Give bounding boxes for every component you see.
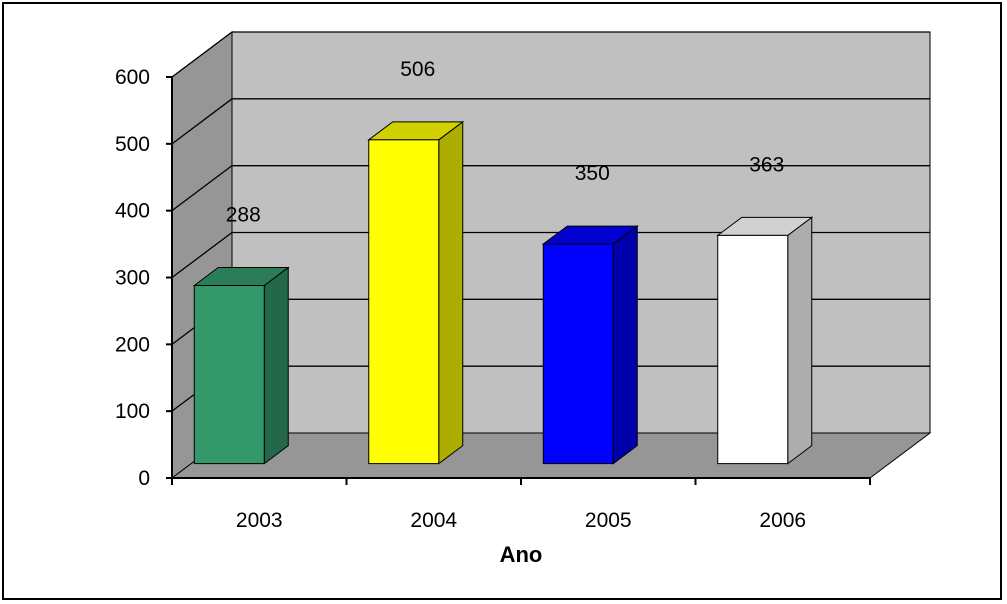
y-tick-label-300: 300 (115, 267, 150, 290)
bar-2006 (717, 234, 789, 465)
bar-2003 (193, 285, 265, 465)
y-tick-label-0: 0 (138, 467, 150, 490)
x-tick-label-2005: 2005 (585, 509, 632, 532)
data-label-2003: 288 (226, 204, 261, 227)
gridline-400 (171, 165, 930, 212)
gridline-500 (171, 98, 930, 145)
data-label-2004: 506 (400, 58, 435, 81)
x-axis-title: Ano (500, 542, 543, 567)
bar-side-2003 (263, 266, 289, 465)
data-label-2006: 363 (749, 153, 784, 176)
y-tick-label-100: 100 (115, 400, 150, 423)
bar-2005 (542, 243, 614, 465)
y-tick-label-500: 500 (115, 133, 150, 156)
x-tick-label-2003: 2003 (236, 509, 283, 532)
x-tick-label-2004: 2004 (410, 509, 457, 532)
gridline-600 (171, 31, 930, 78)
y-tick-label-600: 600 (115, 66, 150, 89)
bar-side-2004 (438, 120, 464, 465)
bar-side-2006 (787, 216, 813, 465)
gridline-300 (171, 231, 930, 279)
bar-2004 (368, 139, 440, 465)
data-label-2005: 350 (575, 162, 610, 185)
bar-side-2005 (612, 225, 638, 465)
y-tick-label-400: 400 (115, 200, 150, 223)
y-tick-label-200: 200 (115, 333, 150, 356)
x-tick-label-2006: 2006 (759, 509, 806, 532)
